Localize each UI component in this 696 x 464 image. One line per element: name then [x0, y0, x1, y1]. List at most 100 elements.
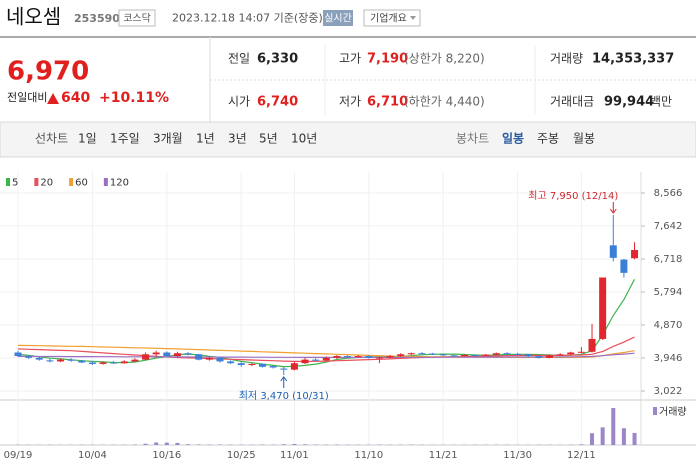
legend-swatch — [69, 178, 74, 186]
field-label: 거래량 — [550, 52, 583, 66]
volume-legend-swatch — [653, 407, 657, 415]
field-value: 7,190 — [367, 52, 408, 67]
field-label: 저가 — [339, 95, 361, 109]
tab[interactable]: 10년 — [291, 132, 317, 146]
volume-bar — [164, 442, 169, 445]
y-tick-label: 8,566 — [654, 188, 683, 199]
field-value: 6,740 — [257, 95, 298, 110]
candle-body — [439, 354, 447, 356]
company-info-button[interactable] — [363, 9, 421, 27]
legend-label: 60 — [75, 178, 88, 189]
candle-body — [290, 363, 298, 370]
tab[interactable]: 월봉 — [573, 132, 595, 146]
x-tick-label: 10/04 — [78, 450, 107, 461]
candle-body — [631, 250, 639, 259]
candle-body — [344, 356, 352, 358]
volume-bar — [292, 443, 297, 445]
candle-body — [418, 353, 426, 355]
quote-time: 2023.12.18 14:07 기준(장중) — [172, 12, 323, 25]
tab[interactable]: 3개월 — [153, 132, 183, 146]
field-value: 14,353,337 — [592, 52, 674, 67]
field-note: (상한가 8,220) — [404, 52, 485, 66]
x-tick-label: 10/25 — [227, 450, 256, 461]
change-label: 전일대비 — [7, 90, 47, 104]
volume-bar — [175, 442, 180, 445]
market-badge — [118, 9, 156, 27]
field-value: 6,710 — [367, 95, 408, 110]
tab-group-label: 선차트 — [35, 132, 68, 146]
volume-legend: 거래량 — [659, 406, 687, 418]
field-unit: 백만 — [650, 95, 672, 109]
candle-body — [492, 353, 500, 355]
candle-body — [354, 356, 362, 358]
field-label: 전일 — [228, 52, 250, 66]
candle-body — [588, 338, 596, 352]
legend-swatch — [6, 178, 10, 186]
realtime[interactable]: 실시간 — [324, 13, 352, 25]
up-arrow — [47, 93, 59, 104]
volume-bar — [154, 442, 159, 445]
annotation-high: 최고 7,950 (12/14) — [528, 190, 618, 202]
tab[interactable]: 3년 — [228, 132, 247, 146]
volume-bar — [217, 444, 222, 445]
y-tick-label: 6,718 — [654, 254, 683, 265]
candle-body — [471, 355, 479, 356]
field-label: 거래대금 — [550, 95, 594, 109]
volume-bar — [281, 444, 286, 445]
y-tick-label: 3,946 — [654, 353, 683, 364]
x-tick-label: 09/19 — [4, 450, 33, 461]
tab[interactable]: 일봉 — [502, 132, 524, 146]
candle-body — [280, 368, 288, 370]
tab[interactable]: 주봉 — [537, 132, 559, 146]
volume-bar — [611, 408, 616, 445]
candle-body — [57, 359, 65, 362]
candle-body — [46, 360, 54, 362]
volume-bar — [621, 428, 626, 445]
x-tick-label: 12/11 — [567, 450, 596, 461]
candle-body — [99, 362, 107, 364]
candle-body — [184, 353, 192, 355]
y-tick-label: 3,022 — [654, 386, 683, 397]
realtime-badge[interactable] — [323, 10, 353, 26]
candle-body — [514, 353, 522, 355]
candle-body — [429, 353, 437, 355]
volume-bar — [590, 433, 595, 445]
candle-body — [535, 356, 543, 358]
candle-body — [163, 352, 171, 357]
x-tick-label: 10/16 — [152, 450, 181, 461]
candle-body — [88, 362, 96, 364]
tab[interactable]: 1일 — [78, 132, 97, 146]
x-tick-label: 11/01 — [280, 450, 309, 461]
field-label: 고가 — [339, 52, 361, 66]
candle-body — [142, 354, 150, 360]
tab[interactable]: 1주일 — [110, 132, 140, 146]
candle-body — [333, 356, 341, 358]
volume-bar — [632, 432, 637, 445]
candle-body — [460, 355, 468, 357]
volume-bar — [303, 444, 308, 445]
candle-body — [195, 354, 203, 360]
y-tick-label: 4,870 — [654, 320, 683, 331]
candle-body — [25, 356, 33, 358]
legend-swatch — [103, 178, 108, 186]
tab[interactable]: 5년 — [259, 132, 278, 146]
candle-body — [110, 362, 118, 364]
field-label: 시가 — [228, 95, 250, 109]
company-info[interactable]: 기업개요 — [370, 12, 407, 25]
volume-bar — [196, 444, 201, 445]
y-tick-label: 5,794 — [654, 287, 683, 298]
candle-body — [620, 259, 628, 273]
dropdown-icon — [410, 16, 416, 20]
candle-body — [556, 354, 564, 356]
x-tick-label: 11/10 — [354, 450, 383, 461]
candle-body — [120, 361, 128, 364]
candle-body — [258, 363, 266, 367]
field-value: 6,330 — [257, 52, 298, 67]
moving-average-line — [17, 279, 636, 368]
annotation-arrow-head — [609, 208, 617, 214]
volume-bar — [579, 444, 584, 445]
tab[interactable]: 1년 — [196, 132, 215, 146]
price: 6,970 — [7, 57, 89, 87]
candle-body — [131, 359, 139, 362]
